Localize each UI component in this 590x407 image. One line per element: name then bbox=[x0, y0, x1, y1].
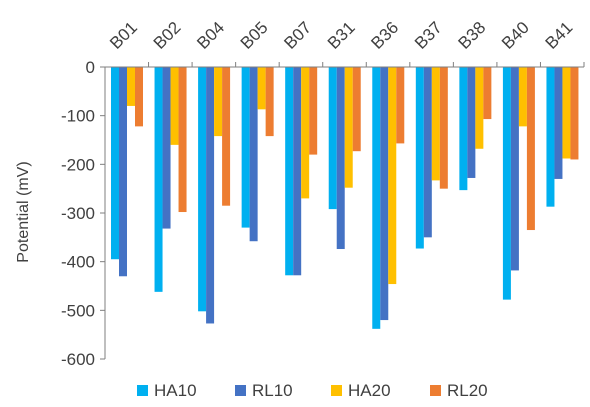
bar-ha20 bbox=[257, 67, 266, 110]
category-label: B31 bbox=[324, 18, 359, 53]
y-tick-labels: 0 -100 -200 -300 -400 -500 -600 bbox=[61, 58, 105, 369]
bar-ha10 bbox=[285, 67, 294, 276]
bar-rl20 bbox=[352, 67, 361, 152]
y-tick-label: -500 bbox=[61, 301, 95, 320]
bar-ha10 bbox=[372, 67, 381, 329]
bar-rl20 bbox=[483, 67, 492, 120]
legend-label-rl10: RL10 bbox=[252, 381, 293, 400]
bar-ha20 bbox=[344, 67, 353, 188]
bar-rl10 bbox=[423, 67, 432, 238]
bar-rl20 bbox=[526, 67, 535, 231]
y-tick-label: 0 bbox=[86, 58, 95, 77]
y-tick-label: -200 bbox=[61, 155, 95, 174]
legend-swatch-rl10 bbox=[235, 385, 246, 396]
category-label: B01 bbox=[106, 18, 141, 53]
bar-ha10 bbox=[415, 67, 424, 249]
bar-ha20 bbox=[431, 67, 440, 181]
y-axis-title: Potential (mV) bbox=[15, 161, 32, 262]
bar-rl10 bbox=[380, 67, 389, 321]
bar-rl20 bbox=[222, 67, 231, 206]
bar-rl10 bbox=[206, 67, 215, 324]
bars bbox=[111, 67, 579, 329]
legend-swatch-ha20 bbox=[331, 385, 342, 396]
bar-rl20 bbox=[135, 67, 143, 127]
y-tick-label: -400 bbox=[61, 253, 95, 272]
legend-label-ha10: HA10 bbox=[154, 381, 197, 400]
bar-ha20 bbox=[301, 67, 310, 199]
bar-rl10 bbox=[249, 67, 258, 242]
legend: HA10 RL10 HA20 RL20 bbox=[137, 381, 488, 400]
bar-rl20 bbox=[396, 67, 405, 144]
y-tick-label: -600 bbox=[61, 350, 95, 369]
bar-rl10 bbox=[510, 67, 519, 271]
legend-swatch-rl20 bbox=[430, 385, 441, 396]
category-label: B41 bbox=[542, 18, 577, 53]
bar-rl20 bbox=[178, 67, 187, 213]
category-label: B05 bbox=[237, 18, 272, 53]
legend-label-ha20: HA20 bbox=[348, 381, 391, 400]
legend-swatch-ha10 bbox=[137, 385, 148, 396]
legend-label-rl20: RL20 bbox=[447, 381, 488, 400]
bar-rl10 bbox=[554, 67, 563, 179]
bar-rl20 bbox=[439, 67, 448, 189]
bar-ha10 bbox=[154, 67, 163, 292]
category-label: B04 bbox=[193, 18, 228, 53]
category-label: B02 bbox=[150, 18, 185, 53]
bar-rl10 bbox=[293, 67, 302, 276]
bar-ha20 bbox=[475, 67, 484, 149]
bar-ha20 bbox=[170, 67, 179, 145]
bar-ha20 bbox=[562, 67, 571, 159]
bar-ha20 bbox=[518, 67, 527, 127]
y-tick-label: -100 bbox=[61, 107, 95, 126]
bar-rl10 bbox=[119, 67, 127, 277]
bar-ha20 bbox=[127, 67, 135, 106]
category-label: B36 bbox=[367, 18, 402, 53]
category-label: B37 bbox=[411, 18, 446, 53]
bar-rl10 bbox=[162, 67, 171, 229]
bar-ha10 bbox=[459, 67, 468, 191]
bar-rl10 bbox=[467, 67, 476, 178]
category-separators bbox=[148, 62, 585, 67]
bar-ha10 bbox=[502, 67, 511, 300]
bar-ha20 bbox=[388, 67, 397, 285]
category-label: B38 bbox=[455, 18, 490, 53]
bar-ha10 bbox=[328, 67, 337, 210]
bar-rl20 bbox=[309, 67, 318, 155]
bar-rl20 bbox=[265, 67, 274, 137]
bar-ha10 bbox=[546, 67, 555, 207]
category-labels: B01 B02 B04 B05 B07 B31 B36 B37 B38 B40 B41 bbox=[106, 18, 576, 53]
bar-ha20 bbox=[214, 67, 223, 137]
category-label: B40 bbox=[498, 18, 533, 53]
category-label: B07 bbox=[280, 18, 315, 53]
bar-ha10 bbox=[111, 67, 119, 260]
bar-rl10 bbox=[336, 67, 345, 250]
bar-ha10 bbox=[241, 67, 250, 228]
bar-ha10 bbox=[198, 67, 207, 312]
y-tick-label: -300 bbox=[61, 204, 95, 223]
bar-rl20 bbox=[570, 67, 579, 160]
